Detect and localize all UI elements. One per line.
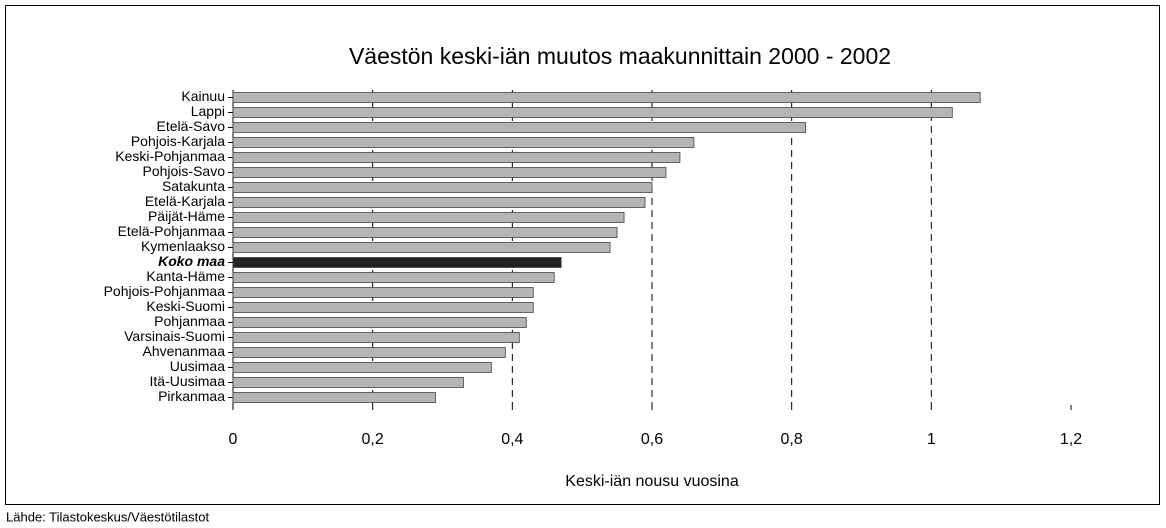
y-tick-label: Pohjois-Karjala xyxy=(131,133,225,149)
bar xyxy=(232,377,464,388)
bar xyxy=(232,362,492,373)
bar xyxy=(232,167,667,178)
x-tick-label: 0,6 xyxy=(641,431,663,448)
bar xyxy=(232,107,953,118)
y-tick-label: Kanta-Häme xyxy=(146,268,225,284)
bar xyxy=(232,317,527,328)
x-tick-label: 0,2 xyxy=(362,431,384,448)
bar xyxy=(232,212,625,223)
y-tick-label: Kainuu xyxy=(181,88,225,104)
y-tick-label: Etelä-Karjala xyxy=(145,193,225,209)
y-tick-label: Satakunta xyxy=(162,178,225,194)
y-tick-label: Koko maa xyxy=(158,253,225,269)
bar xyxy=(232,347,506,358)
x-tick-label: 0,8 xyxy=(781,431,803,448)
frame xyxy=(5,5,1160,505)
bar xyxy=(232,227,618,238)
x-tick-label: 0 xyxy=(229,431,238,448)
bar xyxy=(232,242,611,253)
y-tick-label: Lappi xyxy=(191,103,225,119)
x-axis-label: Keski-iän nousu vuosina xyxy=(565,473,739,490)
bar xyxy=(232,332,520,343)
y-tick-label: Pohjanmaa xyxy=(154,313,225,329)
bar xyxy=(232,302,534,313)
bar xyxy=(232,257,562,268)
source: Lähde: Tilastokeskus/Väestötilastot xyxy=(6,509,209,524)
bar xyxy=(232,152,681,163)
y-tick-label: Uusimaa xyxy=(170,358,225,374)
y-tick-label: Päijät-Häme xyxy=(148,208,225,224)
y-tick-label: Kymenlaakso xyxy=(141,238,225,254)
y-tick-label: Pohjois-Savo xyxy=(143,163,226,179)
bar xyxy=(232,287,534,298)
y-tick-label: Keski-Suomi xyxy=(146,298,225,314)
bar xyxy=(232,197,646,208)
y-tick-label: Pohjois-Pohjanmaa xyxy=(104,283,226,299)
y-tick-label: Keski-Pohjanmaa xyxy=(115,148,225,164)
y-tick-label: Etelä-Pohjanmaa xyxy=(118,223,226,239)
x-tick-label: 1 xyxy=(927,431,936,448)
y-tick-label: Etelä-Savo xyxy=(157,118,226,134)
bar xyxy=(232,92,981,103)
bar xyxy=(232,392,436,403)
y-tick-label: Pirkanmaa xyxy=(158,388,225,404)
y-tick-label: Itä-Uusimaa xyxy=(150,373,226,389)
y-tick-label: Ahvenanmaa xyxy=(142,343,225,359)
bar xyxy=(232,272,555,283)
chart-title: Väestön keski-iän muutos maakunnittain 2… xyxy=(349,43,891,69)
bar xyxy=(232,122,807,133)
bar xyxy=(232,137,695,148)
x-tick-label: 1,2 xyxy=(1060,431,1082,448)
y-tick-label: Varsinais-Suomi xyxy=(124,328,225,344)
x-tick-label: 0,4 xyxy=(501,431,523,448)
bar xyxy=(232,182,653,193)
